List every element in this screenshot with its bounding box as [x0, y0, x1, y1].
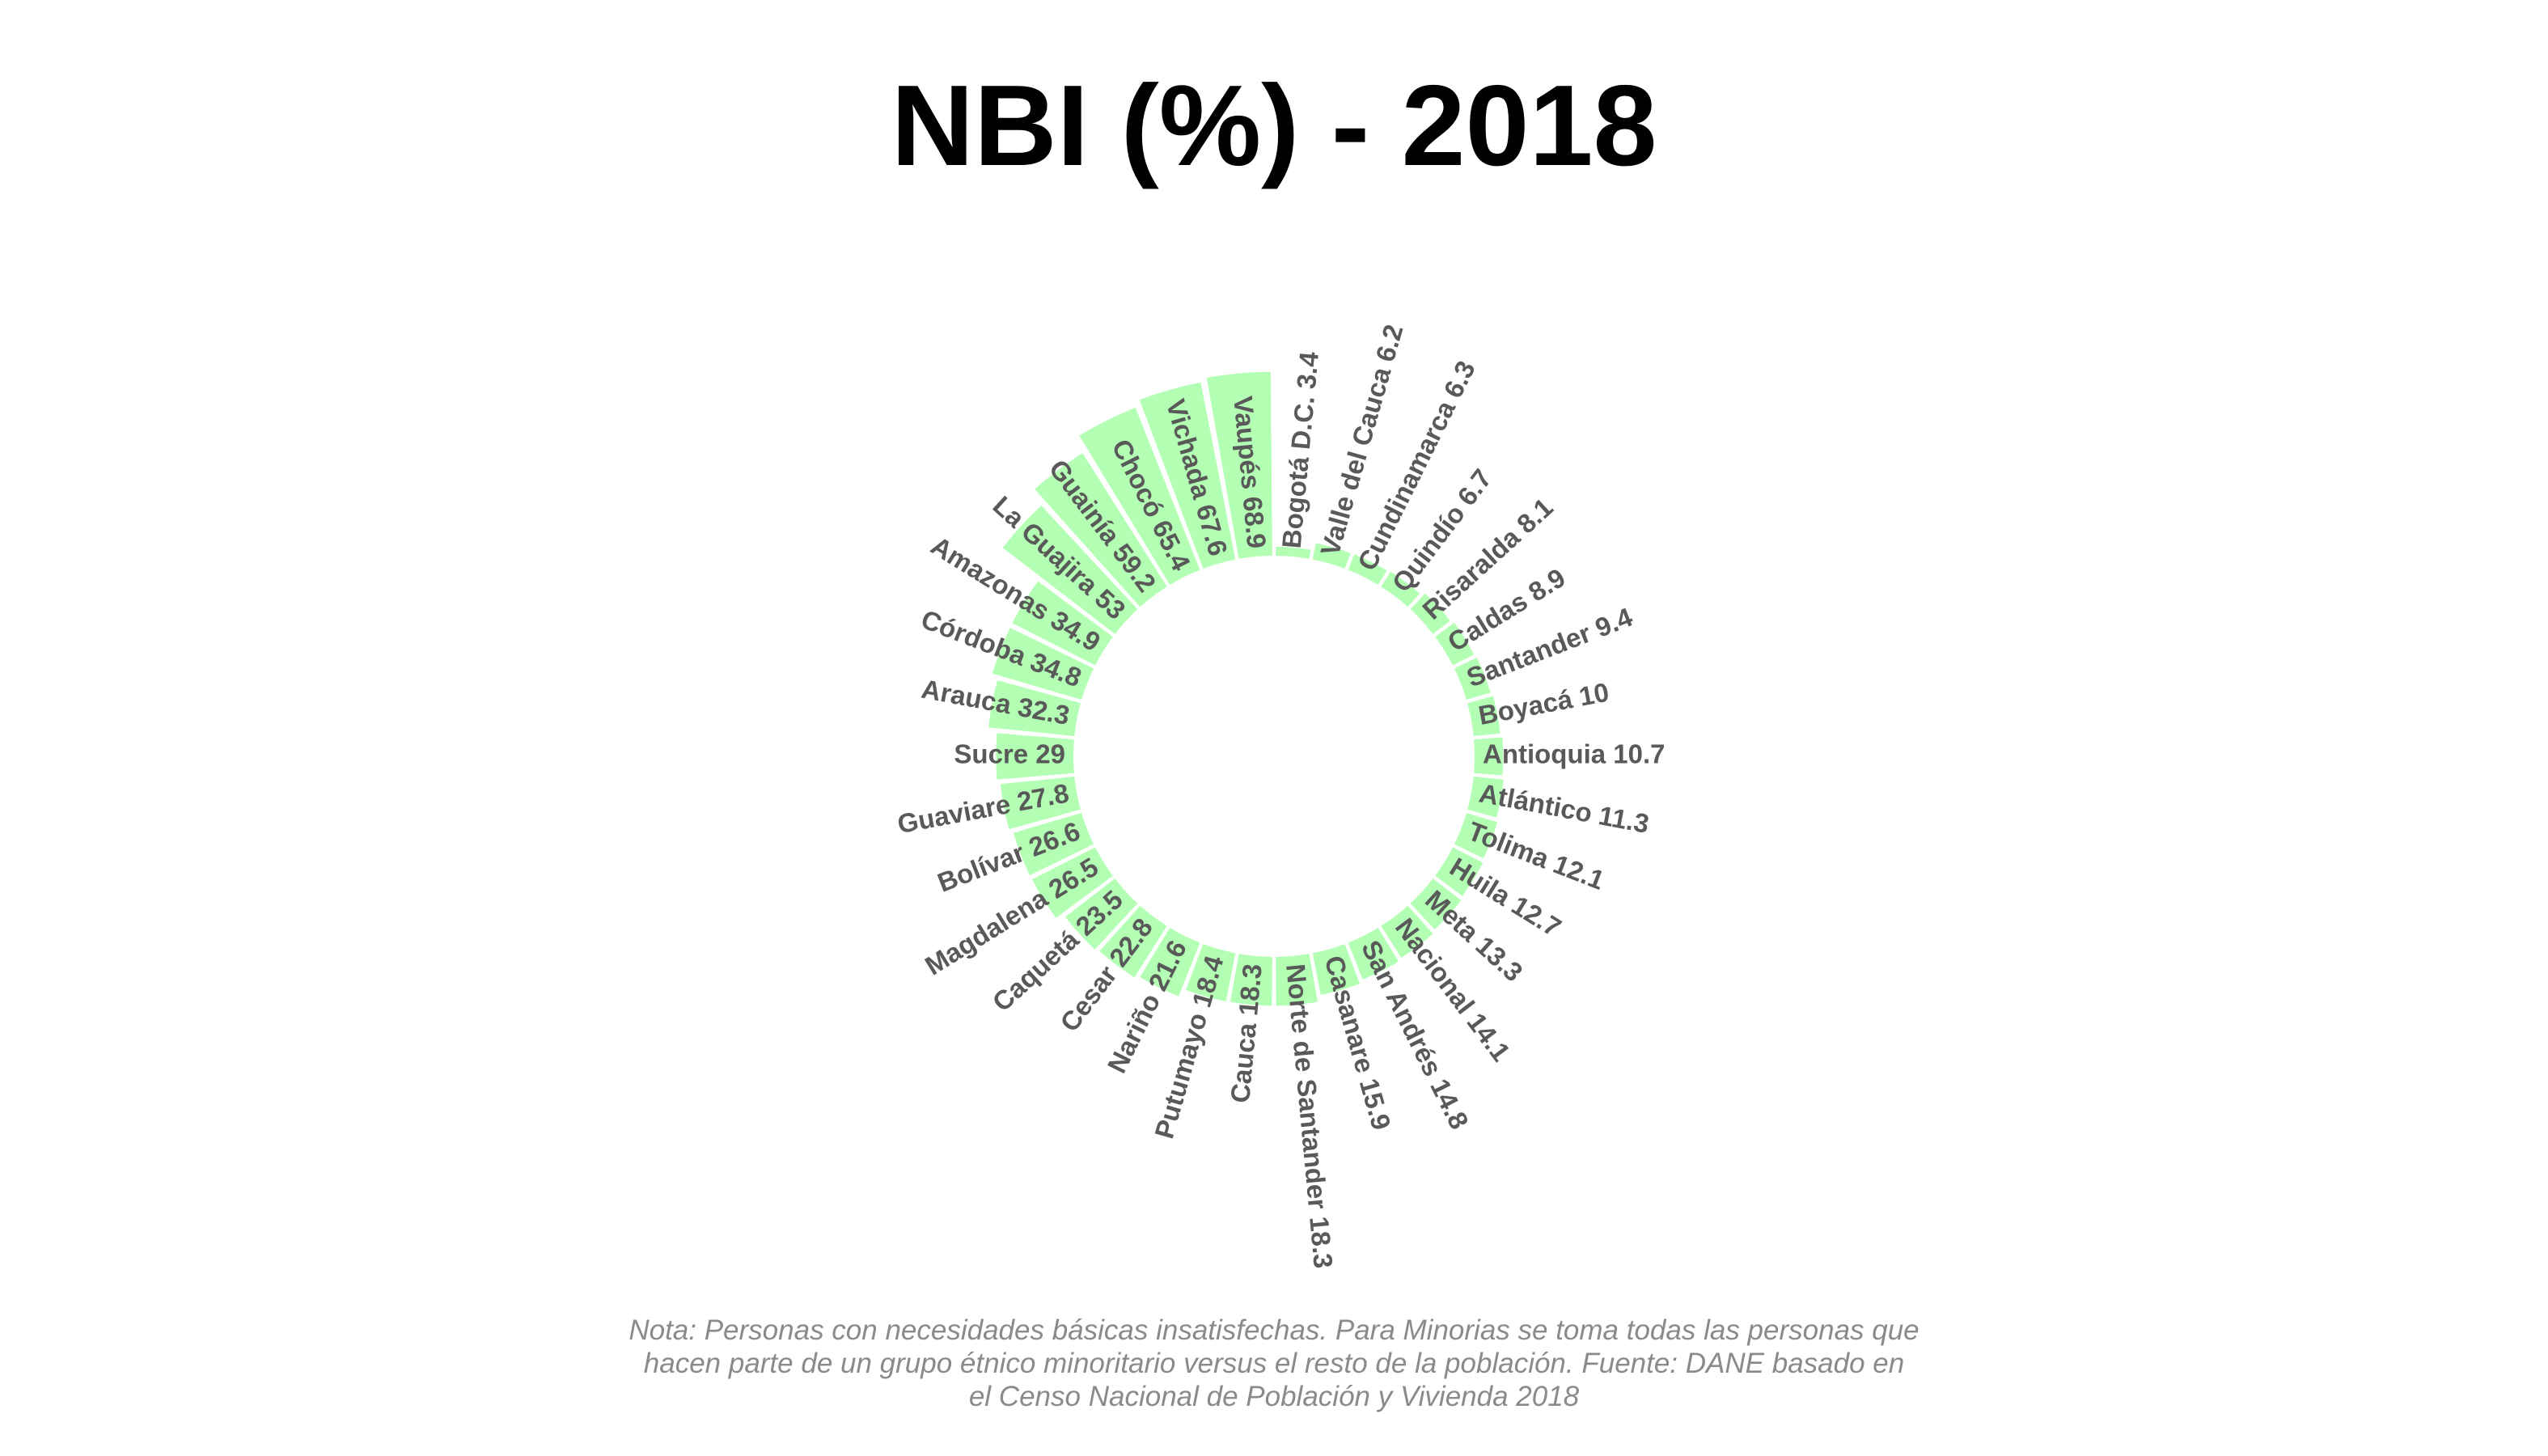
bar-caqueta [1064, 878, 1138, 950]
label-boyaca: Boyacá 10 [1476, 677, 1611, 730]
bar-arauca [988, 679, 1081, 736]
bar-santander [1454, 657, 1491, 700]
bar-la-guajira [1002, 505, 1138, 634]
bar-nacional [1381, 905, 1433, 959]
bar-guaviare [1000, 777, 1081, 830]
bar-vaupes [1206, 371, 1272, 559]
bar-casanare [1312, 944, 1361, 995]
bar-atlantico [1467, 777, 1504, 818]
bar-cundinamarca [1348, 554, 1387, 586]
chart-title: NBI (%) - 2018 [891, 61, 1657, 190]
bar-putumayo [1185, 944, 1236, 1001]
bar-huila [1435, 847, 1484, 896]
footnote: Nota: Personas con necesidades básicas i… [629, 1314, 1919, 1412]
label-bogota-d-c: Bogotá D.C. 3.4 [1276, 350, 1324, 550]
bar-antioquia [1474, 737, 1504, 776]
label-norte-de-santander: Norte de Santander 18.3 [1280, 963, 1339, 1270]
bar-bogota-d-c [1276, 546, 1311, 559]
bar-choco [1079, 407, 1200, 586]
bar-norte-de-santander [1276, 954, 1318, 1006]
bar-tolima [1454, 812, 1498, 859]
bar-guainia [1035, 453, 1167, 607]
bar-boyaca [1467, 696, 1500, 736]
bar-amazonas [1012, 581, 1113, 666]
bar-san-andres [1348, 927, 1399, 980]
bar-quindio [1381, 571, 1420, 607]
bar-cesar [1099, 905, 1167, 978]
bar-magdalena [1032, 847, 1113, 918]
bar-valle-del-cauca [1312, 543, 1351, 569]
label-cauca: Cauca 18.3 [1225, 963, 1268, 1104]
bar-cauca [1230, 954, 1272, 1006]
bar-meta [1410, 878, 1462, 929]
bar-risaralda [1410, 593, 1450, 634]
label-sucre: Sucre 29 [954, 739, 1065, 769]
bar-vichada [1139, 382, 1236, 569]
label-antioquia: Antioquia 10.7 [1483, 739, 1666, 769]
bar-sucre [996, 733, 1074, 780]
bar-bolivar [1013, 812, 1094, 876]
bars-group [988, 371, 1504, 1006]
bar-cordoba [992, 628, 1094, 700]
bar-caldas [1435, 622, 1475, 666]
bar-narino [1140, 927, 1200, 997]
